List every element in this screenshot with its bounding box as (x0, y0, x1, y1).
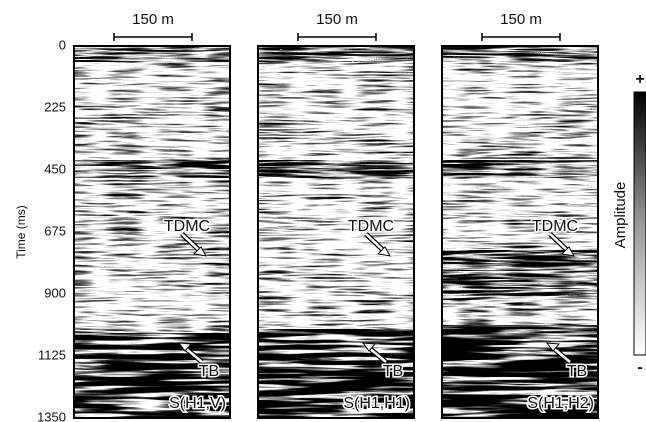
panel-label: S(H1,H1) (343, 395, 410, 412)
arrow (183, 346, 203, 363)
annotation-tb: TB (199, 363, 219, 380)
colorbar-min: - (637, 359, 642, 376)
panel-image (258, 46, 414, 418)
top-band (74, 46, 230, 62)
y-tick-label: 225 (44, 99, 66, 114)
scale-bar-label: 150 m (316, 11, 358, 28)
mid-band (442, 250, 598, 300)
y-tick-label: 675 (44, 223, 66, 238)
mid-band (442, 160, 598, 178)
arrow-head (560, 246, 575, 257)
seismic-panel: 150 m TDMC TB S(H1,H1) (257, 11, 415, 419)
y-tick-label: 1350 (37, 409, 66, 422)
top-band (442, 46, 598, 62)
scale-bar-label: 150 m (132, 11, 174, 28)
arrow (551, 346, 571, 363)
mid-band (258, 160, 414, 178)
arrow (367, 346, 387, 363)
panel-image (442, 46, 598, 418)
seismic-panel: 150 m TDMC TB S(H1,H2) (441, 11, 599, 419)
panel-frame (441, 45, 599, 419)
colorbar-max: + (635, 71, 644, 88)
top-band (258, 46, 414, 62)
scale-bar-label: 150 m (500, 11, 542, 28)
colorbar-label: Amplitude (612, 182, 629, 249)
y-axis-label: Time (ms) (14, 205, 28, 259)
panel-image (74, 46, 230, 418)
y-tick-label: 900 (44, 285, 66, 300)
annotation-tdmc: TDMC (532, 218, 578, 235)
annotation-tb: TB (383, 363, 403, 380)
mid-band (74, 160, 230, 178)
arrow-head (545, 342, 561, 352)
dark-band (442, 325, 598, 418)
colorbar (633, 91, 646, 356)
dark-band (258, 329, 414, 418)
y-tick-label: 0 (59, 37, 66, 52)
annotation-tdmc: TDMC (164, 218, 210, 235)
annotation-tdmc: TDMC (348, 218, 394, 235)
panel-frame (257, 45, 415, 419)
arrow-head (192, 246, 207, 257)
panel-label: S(H1,V) (169, 395, 226, 412)
y-tick-label: 450 (44, 161, 66, 176)
annotation-tb: TB (567, 363, 587, 380)
panel-frame (73, 45, 231, 419)
seismic-panel: 150 m TDMC TB S(H1,V) (73, 11, 231, 419)
arrow-head (177, 342, 193, 352)
arrow-head (376, 246, 391, 257)
y-tick-label: 1125 (38, 347, 66, 362)
dark-band (74, 333, 230, 418)
arrow-head (361, 342, 377, 352)
panel-label: S(H1,H2) (527, 395, 594, 412)
